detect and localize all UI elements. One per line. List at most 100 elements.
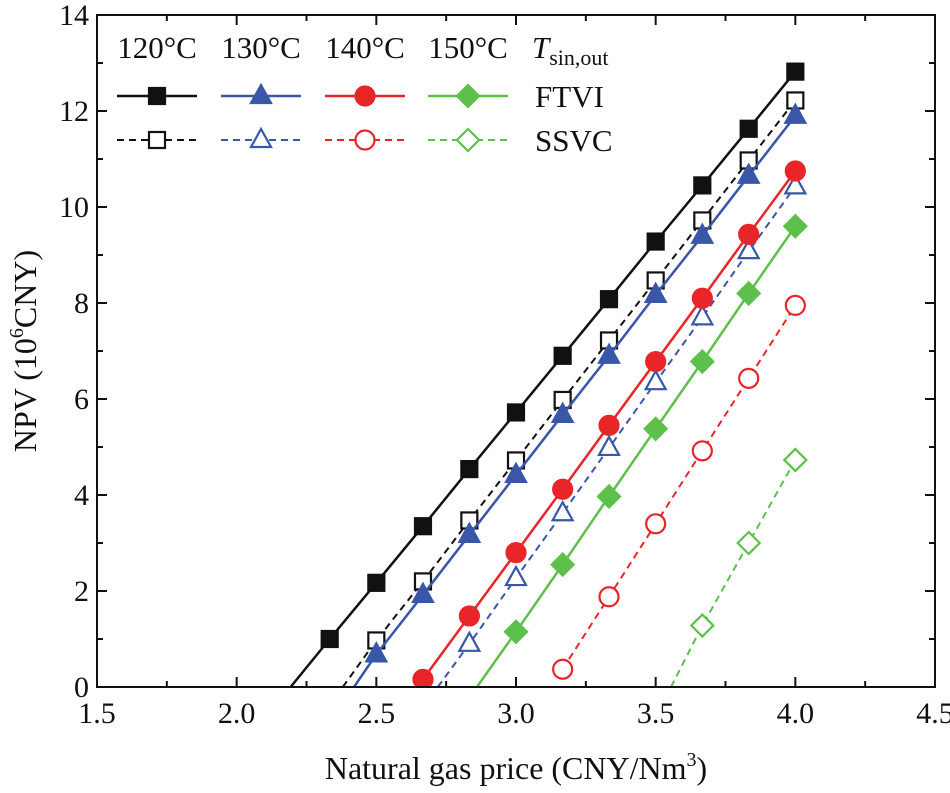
y-tick-label: 6 <box>74 383 89 416</box>
data-point <box>783 173 808 195</box>
data-point <box>739 119 758 138</box>
data-point <box>643 368 668 391</box>
data-point <box>550 552 576 578</box>
data-point <box>738 223 760 245</box>
data-point <box>367 573 386 592</box>
data-point <box>691 440 713 462</box>
y-tick-label: 2 <box>74 575 89 608</box>
legend-marker <box>354 85 376 107</box>
x-tick-label: 3.0 <box>497 697 535 730</box>
y-tick-label: 4 <box>74 479 89 512</box>
data-point <box>645 350 667 373</box>
data-point <box>786 62 805 81</box>
series-line <box>561 304 797 670</box>
series-ssvc-120c <box>341 91 805 687</box>
data-point <box>596 483 622 509</box>
data-point <box>736 237 761 260</box>
data-point <box>411 581 435 603</box>
data-point <box>552 658 574 680</box>
data-point <box>689 613 715 639</box>
legend-temperature-label: 130°C <box>221 30 301 65</box>
data-point <box>645 513 667 535</box>
legend-marker <box>249 126 273 149</box>
series-ftvi-120c <box>289 62 805 687</box>
data-point <box>552 478 574 500</box>
data-point <box>597 434 621 457</box>
legend-marker <box>147 130 167 150</box>
legend-marker <box>455 127 481 153</box>
legend-temperature-label: 120°C <box>117 30 197 65</box>
data-point <box>691 287 713 309</box>
data-point <box>553 346 572 365</box>
y-tick-label: 8 <box>74 287 89 320</box>
data-point <box>689 349 715 375</box>
legend: 120°C 130°C 140°C 150°C Tsin,out FTVI SSVC <box>117 30 613 158</box>
data-point <box>506 403 526 422</box>
y-tick-label: 12 <box>59 95 89 128</box>
data-point <box>550 401 575 423</box>
y-axis-title: NPV (106CNY) <box>6 250 43 452</box>
data-point <box>783 102 808 124</box>
series-ftvi-150c <box>475 213 808 687</box>
data-point <box>643 281 668 303</box>
series-line <box>289 70 797 687</box>
data-point <box>599 290 619 309</box>
data-point <box>320 629 339 649</box>
series-ftvi-130c <box>352 102 808 687</box>
plot-frame <box>96 14 936 688</box>
data-point <box>597 342 621 364</box>
data-point <box>413 517 433 536</box>
legend-temperature-label: 140°C <box>325 30 405 65</box>
data-point <box>598 414 620 436</box>
data-point <box>690 304 715 326</box>
series-ssvc-130c <box>436 173 808 687</box>
series-line <box>436 185 797 687</box>
series-group <box>289 62 808 687</box>
x-tick-label: 2.0 <box>218 697 256 730</box>
data-point <box>738 367 760 389</box>
data-point <box>504 461 528 483</box>
series-ssvc-150c <box>670 447 808 687</box>
legend-marker <box>455 83 481 109</box>
data-point <box>457 630 482 652</box>
x-axis-title: Natural gas price (CNY/Nm3) <box>325 749 707 786</box>
data-point <box>598 586 620 608</box>
data-point <box>364 641 389 663</box>
y-tick-label: 14 <box>59 0 89 32</box>
series-ftvi-140c <box>412 160 806 687</box>
x-tick-label: 4.5 <box>916 697 950 730</box>
x-tick-label: 1.5 <box>78 697 116 730</box>
data-point <box>782 447 808 473</box>
data-point <box>460 459 479 479</box>
x-tick-label: 4.0 <box>777 697 815 730</box>
data-point <box>690 222 715 244</box>
data-point <box>736 162 761 184</box>
legend-tsin-label: Tsin,out <box>532 30 609 70</box>
data-point <box>782 213 808 239</box>
legend-row-label: FTVI <box>535 79 604 114</box>
data-point <box>505 541 527 564</box>
y-tick-label: 10 <box>59 191 89 224</box>
data-point <box>504 564 528 587</box>
data-point <box>693 176 712 195</box>
data-point <box>736 280 762 306</box>
x-tick-label: 2.5 <box>358 697 396 730</box>
legend-marker <box>354 129 376 151</box>
data-point <box>784 160 806 182</box>
data-point <box>412 668 434 687</box>
legend-marker <box>249 82 273 105</box>
data-point <box>550 499 575 522</box>
y-tick-label: 0 <box>74 671 89 704</box>
legend-row-label: SSVC <box>535 123 613 158</box>
x-tick-label: 3.5 <box>637 697 675 730</box>
data-point <box>457 521 482 543</box>
series-line <box>670 459 797 687</box>
legend-marker <box>147 86 167 106</box>
data-point <box>784 294 806 316</box>
data-point <box>646 232 665 251</box>
data-point <box>458 605 480 627</box>
data-point <box>736 530 762 556</box>
legend-temperature-label: 150°C <box>428 30 508 65</box>
series-ssvc-140c <box>552 294 806 680</box>
